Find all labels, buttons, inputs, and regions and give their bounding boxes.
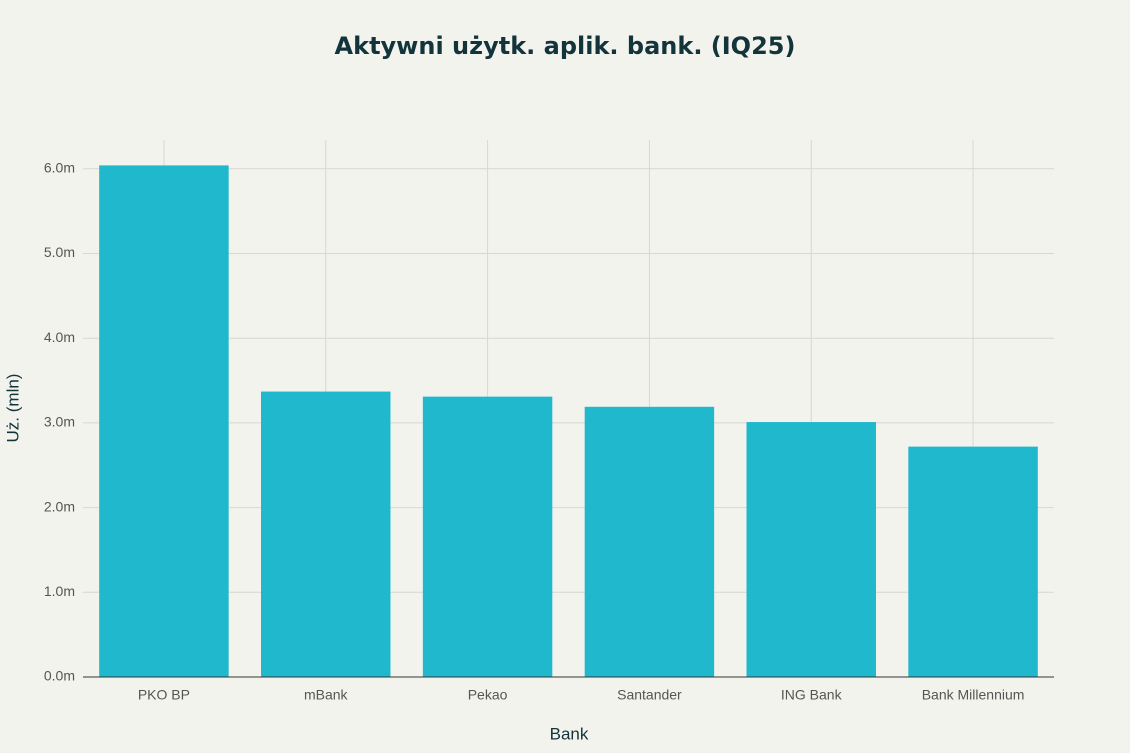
bar xyxy=(908,446,1038,677)
y-tick-label: 4.0m xyxy=(44,329,75,345)
bar xyxy=(261,391,391,677)
x-tick-label: ING Bank xyxy=(781,687,843,703)
y-axis-title: Uż. (mln) xyxy=(3,374,22,443)
y-tick-label: 6.0m xyxy=(44,160,75,176)
x-tick-label: Santander xyxy=(617,687,682,703)
bar xyxy=(422,396,553,677)
y-tick-label: 3.0m xyxy=(44,414,75,430)
chart-title: Aktywni użytk. aplik. bank. (IQ25) xyxy=(335,32,796,60)
y-tick-label: 0.0m xyxy=(44,668,75,684)
y-tick-label: 1.0m xyxy=(44,583,75,599)
bar xyxy=(746,422,876,677)
x-axis-title: Bank xyxy=(550,724,589,743)
x-tick-label: Pekao xyxy=(468,687,508,703)
x-tick-label: PKO BP xyxy=(138,687,190,703)
x-tick-label: Bank Millennium xyxy=(922,687,1025,703)
y-tick-label: 5.0m xyxy=(44,244,75,260)
y-tick-label: 2.0m xyxy=(44,498,75,514)
bar xyxy=(584,406,715,677)
bar xyxy=(99,165,229,677)
x-tick-label: mBank xyxy=(304,687,349,703)
